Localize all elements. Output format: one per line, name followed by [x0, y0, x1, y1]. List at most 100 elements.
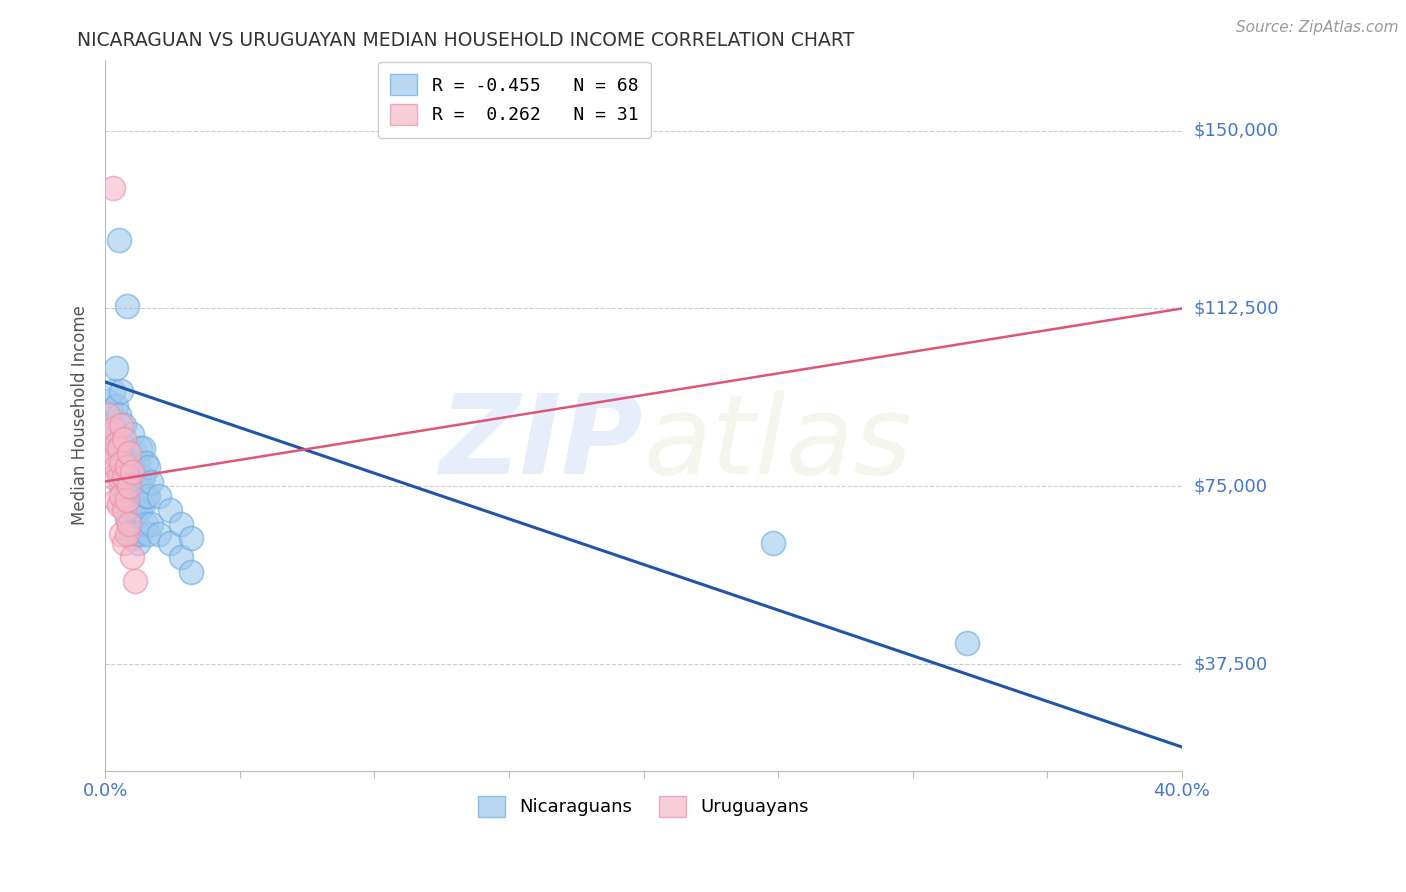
Point [115, 483, 138, 498]
Point [107, 465, 129, 479]
Point [139, 517, 162, 532]
Point [180, 532, 202, 546]
Point [121, 532, 143, 546]
Point [115, 493, 138, 508]
Point [124, 475, 146, 489]
Point [112, 493, 135, 508]
Point [159, 503, 181, 517]
Point [132, 442, 155, 456]
Point [110, 384, 132, 399]
Point [107, 408, 129, 422]
Point [110, 432, 132, 446]
Point [100, 403, 122, 417]
Point [129, 442, 152, 456]
Point [139, 475, 162, 489]
Point [132, 470, 155, 484]
Point [955, 636, 977, 650]
Point [115, 442, 138, 456]
Point [107, 442, 129, 456]
Point [129, 475, 152, 489]
Point [129, 503, 152, 517]
Text: NICARAGUAN VS URUGUAYAN MEDIAN HOUSEHOLD INCOME CORRELATION CHART: NICARAGUAN VS URUGUAYAN MEDIAN HOUSEHOLD… [77, 31, 855, 50]
Point [104, 399, 127, 413]
Text: Source: ZipAtlas.com: Source: ZipAtlas.com [1236, 20, 1399, 35]
Point [100, 456, 122, 470]
Point [115, 512, 138, 526]
Point [110, 526, 132, 541]
Point [169, 517, 191, 532]
Point [136, 526, 159, 541]
Point [121, 503, 143, 517]
Point [121, 465, 143, 479]
Y-axis label: Median Household Income: Median Household Income [72, 305, 89, 525]
Point [107, 233, 129, 247]
Point [103, 422, 125, 436]
Text: $112,500: $112,500 [1194, 300, 1278, 318]
Point [107, 470, 129, 484]
Point [110, 417, 132, 432]
Point [135, 456, 157, 470]
Point [121, 427, 143, 442]
Point [148, 489, 170, 503]
Point [112, 536, 135, 550]
Point [110, 489, 132, 503]
Point [103, 180, 125, 194]
Point [118, 475, 141, 489]
Point [104, 360, 127, 375]
Point [127, 503, 149, 517]
Point [124, 574, 146, 588]
Point [127, 536, 149, 550]
Point [132, 498, 155, 512]
Point [103, 432, 125, 446]
Point [159, 536, 181, 550]
Point [124, 526, 146, 541]
Point [127, 456, 149, 470]
Point [107, 446, 129, 460]
Point [121, 460, 143, 475]
Point [107, 498, 129, 512]
Point [97, 408, 120, 422]
Point [129, 526, 152, 541]
Point [118, 526, 141, 541]
Text: $37,500: $37,500 [1194, 655, 1267, 673]
Point [112, 470, 135, 484]
Point [104, 460, 127, 475]
Point [118, 493, 141, 508]
Point [112, 417, 135, 432]
Point [103, 446, 125, 460]
Point [127, 479, 149, 493]
Point [100, 427, 122, 442]
Point [104, 436, 127, 450]
Text: $75,000: $75,000 [1194, 477, 1267, 495]
Point [103, 470, 125, 484]
Point [112, 432, 135, 446]
Point [115, 526, 138, 541]
Point [762, 536, 785, 550]
Point [118, 446, 141, 460]
Point [104, 442, 127, 456]
Point [110, 479, 132, 493]
Point [103, 384, 125, 399]
Point [135, 517, 157, 532]
Point [136, 489, 159, 503]
Point [97, 393, 120, 408]
Point [118, 517, 141, 532]
Point [112, 446, 135, 460]
Point [135, 489, 157, 503]
Point [180, 565, 202, 579]
Point [112, 470, 135, 484]
Point [115, 460, 138, 475]
Point [115, 299, 138, 313]
Point [118, 456, 141, 470]
Point [124, 446, 146, 460]
Point [115, 460, 138, 475]
Point [103, 417, 125, 432]
Point [124, 503, 146, 517]
Point [110, 460, 132, 475]
Point [148, 526, 170, 541]
Point [169, 550, 191, 565]
Text: ZIP: ZIP [440, 390, 644, 497]
Text: atlas: atlas [644, 390, 912, 497]
Point [112, 503, 135, 517]
Point [118, 479, 141, 493]
